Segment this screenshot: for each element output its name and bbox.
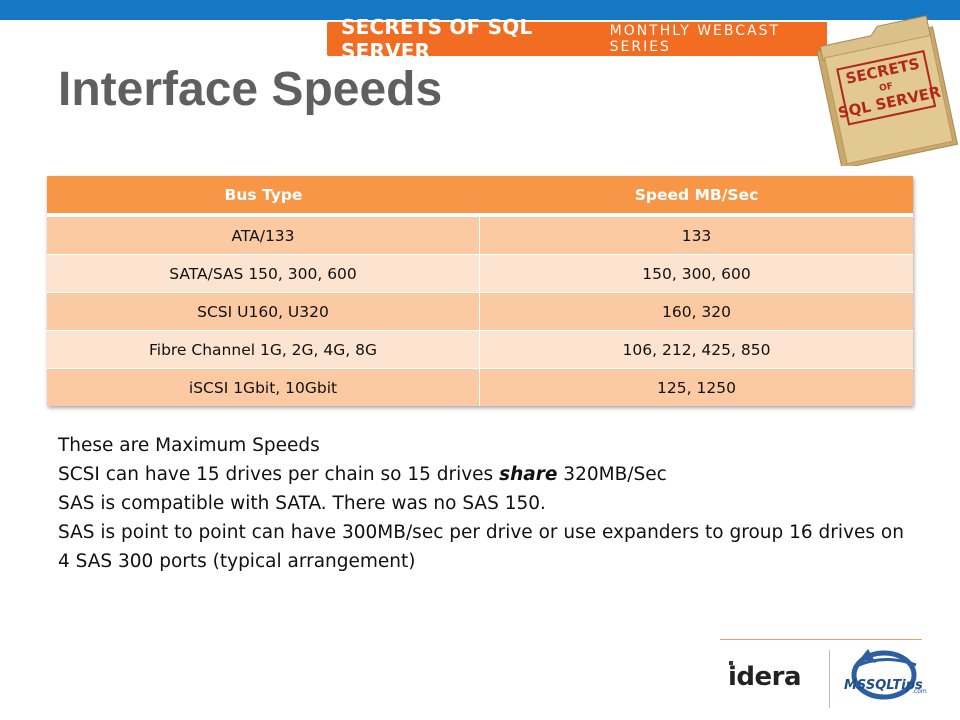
note-line: These are Maximum Speeds (58, 435, 320, 456)
table-header-row: Bus Type Speed MB/Sec (47, 176, 913, 216)
speed-cell: 160, 320 (480, 292, 913, 330)
mssqltips-logo-text: MSSQLTips (844, 678, 923, 693)
bus-type-cell: iSCSI 1Gbit, 10Gbit (47, 368, 480, 406)
mssqltips-suffix: .com (912, 688, 927, 695)
notes-block: These are Maximum Speeds SCSI can have 1… (58, 431, 908, 576)
note-text: SCSI can have 15 drives per chain so 15 … (58, 464, 500, 485)
bus-type-cell: SCSI U160, U320 (47, 292, 480, 330)
logo-separator (829, 650, 830, 708)
note-emphasis: share (499, 464, 558, 485)
note-line: SAS is compatible with SATA. There was n… (58, 493, 546, 514)
bus-type-cell: Fibre Channel 1G, 2G, 4G, 8G (47, 330, 480, 368)
speed-cell: 106, 212, 425, 850 (480, 330, 913, 368)
banner-light-text: MONTHLY WEBCAST SERIES (609, 23, 781, 55)
table-row: ATA/133 133 (47, 216, 913, 254)
interface-speeds-table: Bus Type Speed MB/Sec ATA/133 133 SATA/S… (47, 176, 913, 406)
mssqltips-logo: MSSQLTips .com (844, 649, 927, 700)
note-line: SAS is point to point can have 300MB/sec… (58, 522, 904, 572)
secrets-folder-logo: SECRETS OF SQL SERVER (816, 15, 958, 166)
table-row: SCSI U160, U320 160, 320 (47, 292, 913, 330)
header-bus-type: Bus Type (47, 176, 480, 216)
speed-cell: 133 (480, 216, 913, 254)
idera-logo: idera (728, 661, 802, 691)
idera-logo-text: idera (728, 662, 801, 691)
speed-cell: 150, 300, 600 (480, 254, 913, 292)
folder-line2: OF (878, 81, 894, 94)
webcast-banner: SECRETS OF SQL SERVER MONTHLY WEBCAST SE… (327, 15, 827, 63)
table-row: iSCSI 1Gbit, 10Gbit 125, 1250 (47, 368, 913, 406)
bus-type-cell: ATA/133 (47, 216, 480, 254)
speed-cell: 125, 1250 (480, 368, 913, 406)
note-text: 320MB/Sec (557, 464, 667, 485)
footer-divider (720, 639, 922, 640)
note-line: SCSI can have 15 drives per chain so 15 … (58, 460, 908, 489)
top-accent-bar (0, 0, 960, 20)
banner-bold-text: SECRETS OF SQL SERVER (341, 15, 533, 63)
table-row: Fibre Channel 1G, 2G, 4G, 8G 106, 212, 4… (47, 330, 913, 368)
header-speed: Speed MB/Sec (480, 176, 913, 216)
slide-title: Interface Speeds (58, 63, 443, 116)
table-row: SATA/SAS 150, 300, 600 150, 300, 600 (47, 254, 913, 292)
bus-type-cell: SATA/SAS 150, 300, 600 (47, 254, 480, 292)
